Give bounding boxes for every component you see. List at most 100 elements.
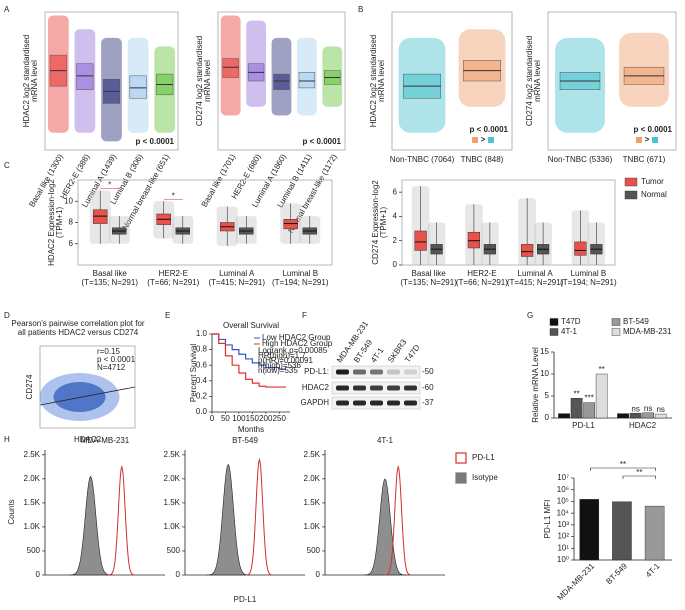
category-sample-size: (T=66; N=291) [456,278,508,287]
y-tick-label: 4 [393,212,398,221]
legend-swatch [624,190,638,200]
y-tick-label: 500 [307,546,321,555]
significance-label: *** [584,394,593,403]
bar [579,499,600,561]
y-tick-label: 10 [64,196,73,205]
x-axis-label: PD-L1 [234,595,257,604]
category-label: TNBC (671) [623,155,666,164]
significance-label: ** [620,460,626,469]
significance-label: ** [573,389,579,398]
band [353,400,366,406]
row-label: HDAC2 [302,383,330,392]
x-tick-label: 0 [210,414,215,423]
survival-curve [212,333,286,388]
band [387,400,400,406]
band [404,385,417,391]
y-axis-label: HDAC2 Expression-log2 [47,179,56,266]
annotation: p < 0.0001 [634,125,673,134]
bar [654,413,667,419]
bar [642,412,654,419]
box [574,241,587,256]
chart-title: Overall Survival [223,321,279,330]
category-label: PD-L1 [572,421,595,430]
y-tick-label: 10⁷ [557,473,569,482]
y-tick-label: 10⁵ [557,497,569,506]
annotation: p < 0.0001 [303,137,342,146]
y-tick-label: 0.2 [196,392,208,401]
legend-label: Tumor [641,177,664,186]
significance-bracket [590,467,656,471]
y-axis-label: (TPM+1) [379,207,388,239]
bar [629,412,642,419]
x-tick-label: 150 [246,414,260,423]
panel-letter: G [527,311,533,320]
plot-frame [547,11,677,151]
annotation: r=0.15 [97,347,120,356]
y-axis-label: Relative mRNA Level [531,347,540,423]
category-sample-size: (T=415; N=291) [507,278,564,287]
legend-swatch [624,177,638,187]
isotype-histogram [206,463,250,576]
order-mark: > [481,135,486,144]
y-axis-label: mRNA level [30,60,39,102]
significance-label: ns [631,404,639,413]
category-label: Non-TNBC (7064) [390,155,455,164]
plot-frame [44,11,179,151]
panel-letter: H [4,435,10,444]
annotation: N=4712 [97,363,126,372]
y-tick-label: 2.5K [24,450,41,459]
marker-label: -60 [422,383,434,392]
significance-bracket [622,475,656,479]
stat-label: n(low)=535 [258,366,298,375]
y-tick-label: 1.0K [304,522,321,531]
marker-label: -50 [422,367,434,376]
y-tick-label: 2.5K [164,450,181,459]
y-tick-label: 500 [167,546,181,555]
y-tick-label: 0.0 [196,407,208,416]
panel-letter: A [4,5,10,14]
y-tick-label: 2.0K [164,474,181,483]
legend-label: Normal [641,190,667,199]
y-tick-label: 10⁶ [557,485,569,494]
band [353,369,366,375]
pdl1-histogram [384,465,413,576]
y-tick-label: 500 [27,546,41,555]
band [404,400,417,406]
box [298,72,316,89]
box [414,230,427,251]
x-tick-label: 200 [259,414,273,423]
legend-label: PD-L1 [472,453,495,462]
y-tick-label: 8 [69,218,74,227]
significance-label: * [172,191,175,200]
marker-label: -37 [422,398,434,407]
annotation: p < 0.0001 [136,137,175,146]
legend-label: 4T-1 [561,327,578,336]
band [336,400,349,406]
y-tick-label: 6 [69,239,74,248]
box [92,209,108,224]
band [353,385,366,391]
box [222,58,239,78]
y-tick-label: 0 [36,570,41,579]
bar [570,398,583,419]
legend-label: BT-549 [623,317,649,326]
band [370,400,383,406]
annotation: p < 0.0001 [97,355,136,364]
y-tick-label: 0.4 [196,376,208,385]
y-tick-label: 1.5K [24,498,41,507]
y-tick-label: 1.0 [196,329,208,338]
pdl1-histogram [107,465,136,576]
legend-swatch [549,318,559,326]
legend-swatch [611,318,621,326]
fit-line [39,386,136,406]
significance-label: ** [636,468,642,477]
category-label: MDA-MB-231 [556,561,597,602]
legend-label: T47D [561,317,581,326]
y-tick-label: 2.0K [24,474,41,483]
y-axis-label: mRNA level [533,60,542,102]
legend-swatch [549,328,559,336]
panel-title: BT-549 [232,436,258,445]
category-label: Luminal B [282,269,318,278]
box [283,219,298,230]
plot-frame [401,179,616,266]
